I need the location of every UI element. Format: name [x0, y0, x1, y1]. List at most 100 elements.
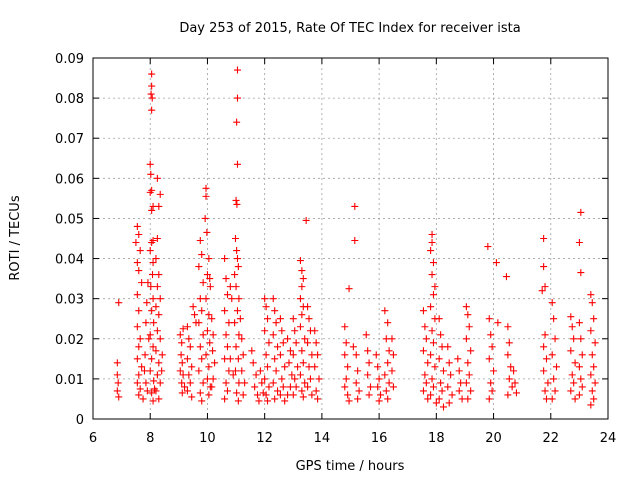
- data-point: [542, 355, 550, 363]
- data-point: [143, 299, 151, 307]
- data-point: [550, 315, 558, 323]
- data-point: [136, 247, 144, 255]
- data-point: [490, 367, 498, 375]
- data-point: [231, 367, 239, 375]
- x-axis-title: GPS time / hours: [296, 459, 405, 474]
- x-tick-label: 18: [428, 431, 445, 446]
- y-tick-label: 0.04: [55, 253, 84, 268]
- data-point: [419, 347, 427, 355]
- data-point: [351, 237, 359, 245]
- data-point: [485, 315, 493, 323]
- data-point: [488, 343, 496, 351]
- data-point: [429, 259, 437, 267]
- data-point: [199, 379, 207, 387]
- data-point: [221, 255, 229, 263]
- data-point: [206, 339, 214, 347]
- data-point: [233, 389, 241, 397]
- data-point: [427, 391, 435, 399]
- data-point: [354, 395, 362, 403]
- data-point: [541, 331, 549, 339]
- data-point: [185, 335, 193, 343]
- data-point: [188, 393, 196, 401]
- x-tick-label: 14: [314, 431, 331, 446]
- y-tick-label: 0.08: [55, 92, 84, 107]
- data-point: [286, 347, 294, 355]
- data-point: [181, 383, 189, 391]
- data-point: [203, 327, 211, 335]
- data-point: [437, 379, 445, 387]
- y-axis: 0 0.01 0.02 0.03 0.04 0.05 0.06 0.07 0.08 0.09: [55, 52, 608, 428]
- data-point: [221, 395, 229, 403]
- data-point: [296, 295, 304, 303]
- x-axis: 6 8 10 12 14 16 18 20 22 24: [89, 58, 616, 446]
- data-point: [223, 291, 231, 299]
- data-point: [149, 271, 157, 279]
- data-point: [354, 367, 362, 375]
- data-point: [502, 273, 510, 281]
- y-tick-label: 0: [76, 413, 84, 428]
- data-point: [344, 391, 352, 399]
- data-point: [133, 355, 141, 363]
- data-point: [133, 291, 141, 299]
- data-point: [428, 375, 436, 383]
- data-point: [587, 371, 595, 379]
- data-point: [276, 391, 284, 399]
- data-point: [465, 371, 473, 379]
- data-point: [138, 279, 146, 287]
- data-point: [208, 383, 216, 391]
- data-point: [158, 367, 166, 375]
- data-point: [540, 367, 548, 375]
- data-point: [233, 200, 241, 208]
- data-point: [575, 363, 583, 371]
- data-point: [262, 303, 270, 311]
- data-point: [444, 383, 452, 391]
- data-point: [375, 375, 383, 383]
- data-point: [344, 363, 352, 371]
- data-point: [305, 315, 313, 323]
- data-point: [202, 351, 210, 359]
- data-point: [464, 359, 472, 367]
- data-point: [455, 387, 463, 395]
- data-point: [155, 271, 163, 279]
- data-point: [271, 355, 279, 363]
- data-point: [255, 397, 263, 405]
- data-point: [551, 387, 559, 395]
- data-point: [232, 283, 240, 291]
- data-point: [345, 285, 353, 293]
- data-point: [155, 395, 163, 403]
- data-point: [186, 343, 194, 351]
- data-point: [156, 295, 164, 303]
- data-point: [296, 371, 304, 379]
- data-point: [567, 387, 575, 395]
- data-point: [185, 371, 193, 379]
- data-point: [385, 379, 393, 387]
- data-point: [279, 383, 287, 391]
- data-point: [147, 170, 155, 178]
- y-tick-label: 0.09: [55, 52, 84, 67]
- data-point: [577, 269, 585, 277]
- data-point: [553, 363, 560, 371]
- data-point: [148, 206, 156, 214]
- data-point: [548, 299, 556, 307]
- data-point: [454, 355, 462, 363]
- data-point: [146, 367, 154, 375]
- data-point: [567, 313, 575, 321]
- y-tick-label: 0.03: [55, 293, 84, 308]
- data-point: [365, 391, 373, 399]
- data-point: [298, 387, 306, 395]
- data-point: [276, 315, 284, 323]
- data-point: [198, 307, 206, 315]
- data-point: [431, 283, 439, 291]
- data-point: [178, 359, 186, 367]
- data-point: [588, 387, 596, 395]
- data-point: [231, 235, 239, 242]
- data-point: [272, 367, 280, 375]
- data-point: [241, 379, 249, 387]
- data-point: [311, 363, 319, 371]
- y-tick-label: 0.07: [55, 132, 84, 147]
- data-point: [444, 343, 452, 351]
- data-point: [571, 359, 579, 367]
- data-point: [148, 307, 156, 315]
- data-point: [149, 259, 157, 267]
- data-point: [389, 351, 397, 359]
